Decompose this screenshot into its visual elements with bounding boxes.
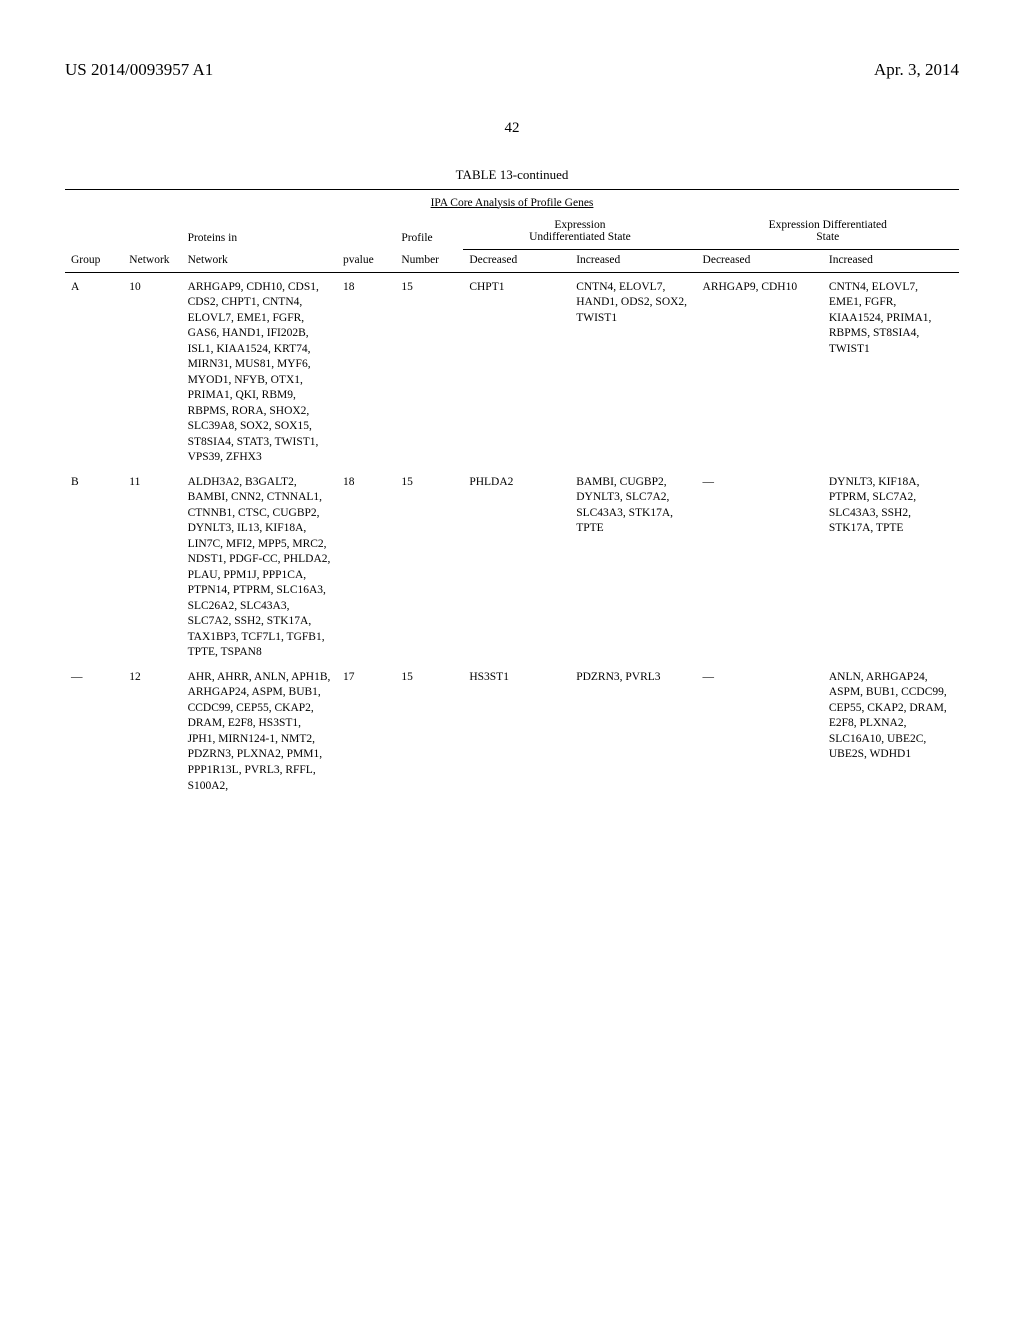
- cell-undiff-inc: PDZRN3, PVRL3: [570, 664, 696, 797]
- cell-network: 12: [123, 664, 181, 797]
- table-title: TABLE 13-continued: [65, 167, 959, 183]
- table-subtitle-row: IPA Core Analysis of Profile Genes: [65, 192, 959, 216]
- page-number: 42: [65, 120, 959, 137]
- cell-diff-inc: ANLN, ARHGAP24, ASPM, BUB1, CCDC99, CEP5…: [823, 664, 959, 797]
- cell-proteins: ALDH3A2, B3GALT2, BAMBI, CNN2, CTNNAL1, …: [182, 469, 337, 664]
- cell-number: 15: [395, 469, 463, 664]
- th-proteins-network: Network: [182, 250, 337, 273]
- th-undiff-inc: Increased: [570, 250, 696, 273]
- cell-undiff-dec: HS3ST1: [463, 664, 570, 797]
- header-row-2: Group Network Network pvalue Number Decr…: [65, 250, 959, 273]
- cell-network: 11: [123, 469, 181, 664]
- th-diff-inc: Increased: [823, 250, 959, 273]
- table-row: B 11 ALDH3A2, B3GALT2, BAMBI, CNN2, CTNN…: [65, 469, 959, 664]
- cell-diff-inc: DYNLT3, KIF18A, PTPRM, SLC7A2, SLC43A3, …: [823, 469, 959, 664]
- cell-pvalue: 18: [337, 274, 395, 469]
- cell-proteins: AHR, AHRR, ANLN, APH1B, ARHGAP24, ASPM, …: [182, 664, 337, 797]
- doc-date: Apr. 3, 2014: [874, 60, 959, 80]
- data-table: IPA Core Analysis of Profile Genes Prote…: [65, 189, 959, 797]
- th-proteins-in: Proteins in: [182, 215, 337, 250]
- cell-number: 15: [395, 664, 463, 797]
- th-diff-dec: Decreased: [697, 250, 823, 273]
- th-expr-diff: Expression Differentiated State: [697, 215, 959, 250]
- cell-diff-inc: CNTN4, ELOVL7, EME1, FGFR, KIAA1524, PRI…: [823, 274, 959, 469]
- cell-group: A: [65, 274, 123, 469]
- th-group: Group: [65, 250, 123, 273]
- table-row: A 10 ARHGAP9, CDH10, CDS1, CDS2, CHPT1, …: [65, 274, 959, 469]
- th-number: Number: [395, 250, 463, 273]
- cell-undiff-dec: CHPT1: [463, 274, 570, 469]
- cell-pvalue: 17: [337, 664, 395, 797]
- cell-group: B: [65, 469, 123, 664]
- cell-proteins: ARHGAP9, CDH10, CDS1, CDS2, CHPT1, CNTN4…: [182, 274, 337, 469]
- th-undiff-dec: Decreased: [463, 250, 570, 273]
- th-network: Network: [123, 250, 181, 273]
- table-wrap: IPA Core Analysis of Profile Genes Prote…: [65, 189, 959, 797]
- cell-diff-dec: —: [697, 664, 823, 797]
- th-expr-undiff: Expression Undifferentiated State: [463, 215, 696, 250]
- th-pvalue: pvalue: [337, 250, 395, 273]
- header-row-1: Proteins in Profile Expression Undiffere…: [65, 215, 959, 250]
- cell-network: 10: [123, 274, 181, 469]
- cell-pvalue: 18: [337, 469, 395, 664]
- cell-group: —: [65, 664, 123, 797]
- doc-id: US 2014/0093957 A1: [65, 60, 213, 80]
- th-profile: Profile: [395, 215, 463, 250]
- cell-diff-dec: ARHGAP9, CDH10: [697, 274, 823, 469]
- cell-undiff-inc: CNTN4, ELOVL7, HAND1, ODS2, SOX2, TWIST1: [570, 274, 696, 469]
- table-subtitle: IPA Core Analysis of Profile Genes: [65, 192, 959, 216]
- cell-number: 15: [395, 274, 463, 469]
- cell-diff-dec: —: [697, 469, 823, 664]
- page-header: US 2014/0093957 A1 Apr. 3, 2014: [65, 60, 959, 80]
- cell-undiff-inc: BAMBI, CUGBP2, DYNLT3, SLC7A2, SLC43A3, …: [570, 469, 696, 664]
- table-row: — 12 AHR, AHRR, ANLN, APH1B, ARHGAP24, A…: [65, 664, 959, 797]
- cell-undiff-dec: PHLDA2: [463, 469, 570, 664]
